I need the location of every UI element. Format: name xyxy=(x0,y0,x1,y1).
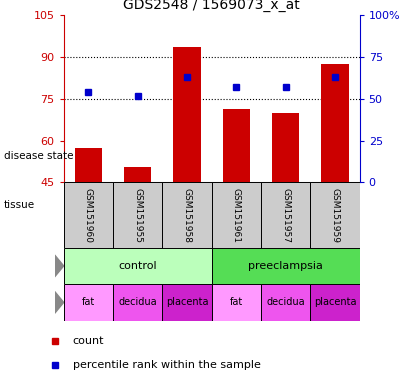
Bar xyxy=(124,167,151,182)
FancyBboxPatch shape xyxy=(261,182,310,248)
Bar xyxy=(173,47,201,182)
Text: decidua: decidua xyxy=(266,297,305,308)
Text: GSM151959: GSM151959 xyxy=(330,187,339,243)
Text: placenta: placenta xyxy=(166,297,208,308)
FancyBboxPatch shape xyxy=(162,182,212,248)
Text: GSM151957: GSM151957 xyxy=(281,187,290,243)
Text: GSM151958: GSM151958 xyxy=(182,187,192,243)
FancyBboxPatch shape xyxy=(113,182,162,248)
FancyBboxPatch shape xyxy=(212,182,261,248)
Text: control: control xyxy=(118,261,157,271)
Text: GSM151960: GSM151960 xyxy=(84,187,93,243)
Bar xyxy=(75,147,102,182)
FancyBboxPatch shape xyxy=(212,248,360,284)
Polygon shape xyxy=(55,291,64,313)
Text: GSM151955: GSM151955 xyxy=(133,187,142,243)
FancyBboxPatch shape xyxy=(64,248,212,284)
FancyBboxPatch shape xyxy=(64,284,113,321)
Text: GSM151961: GSM151961 xyxy=(232,187,241,243)
FancyBboxPatch shape xyxy=(212,284,261,321)
Text: fat: fat xyxy=(230,297,243,308)
FancyBboxPatch shape xyxy=(162,284,212,321)
Text: disease state: disease state xyxy=(4,151,74,161)
Bar xyxy=(272,113,299,182)
Text: percentile rank within the sample: percentile rank within the sample xyxy=(73,360,261,370)
Text: placenta: placenta xyxy=(314,297,356,308)
Text: count: count xyxy=(73,336,104,346)
Text: preeclampsia: preeclampsia xyxy=(248,261,323,271)
FancyBboxPatch shape xyxy=(310,284,360,321)
FancyBboxPatch shape xyxy=(310,182,360,248)
FancyBboxPatch shape xyxy=(261,284,310,321)
FancyBboxPatch shape xyxy=(113,284,162,321)
Bar xyxy=(223,109,250,182)
FancyBboxPatch shape xyxy=(64,182,113,248)
Polygon shape xyxy=(55,255,64,277)
Text: decidua: decidua xyxy=(118,297,157,308)
Text: tissue: tissue xyxy=(4,200,35,210)
Bar xyxy=(321,64,349,182)
Title: GDS2548 / 1569073_x_at: GDS2548 / 1569073_x_at xyxy=(123,0,300,12)
Text: fat: fat xyxy=(82,297,95,308)
